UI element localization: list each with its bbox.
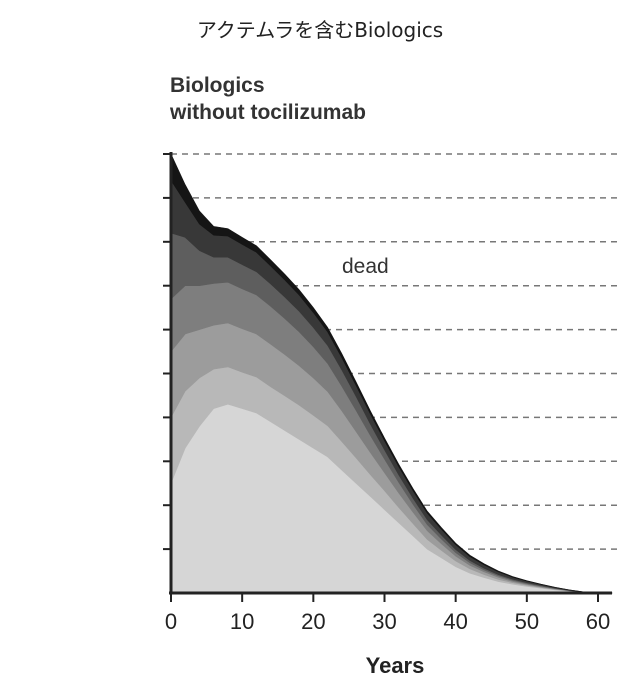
chart-title-line-1: Biologics [170, 74, 265, 97]
x-tick-label: 40 [443, 609, 467, 634]
x-axis-label: Years [366, 653, 425, 678]
dead-annotation: dead [342, 255, 389, 278]
x-tick-label: 10 [230, 609, 254, 634]
chart-title: Biologics without tocilizumab [170, 72, 366, 126]
chart-title-line-2: without tocilizumab [170, 101, 366, 124]
x-tick-label: 60 [586, 609, 610, 634]
axis-ticks: 0 10 20 30 40 50 60 [163, 153, 610, 634]
x-tick-label: 20 [301, 609, 325, 634]
x-tick-label: 0 [165, 609, 177, 634]
x-tick-label: 30 [372, 609, 396, 634]
x-tick-label: 50 [515, 609, 539, 634]
figure-caption: アクテムラを含むBiologics [196, 18, 444, 42]
